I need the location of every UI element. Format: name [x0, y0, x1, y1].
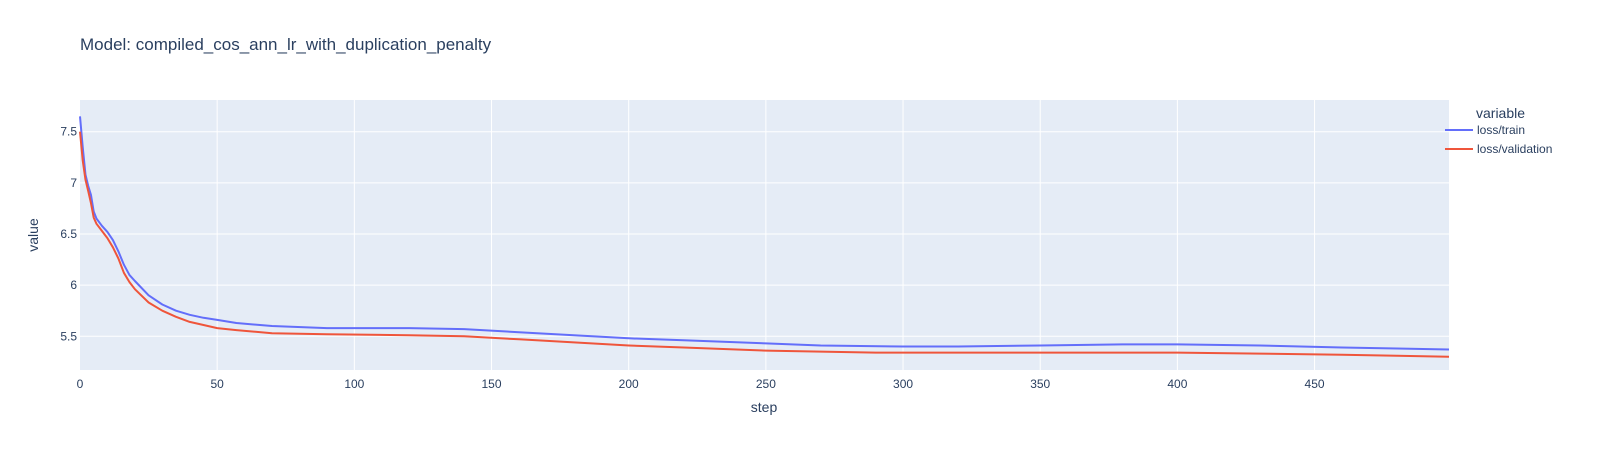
- x-tick-label: 250: [756, 377, 776, 391]
- x-axis-label: step: [751, 399, 778, 415]
- y-tick-label: 7.5: [60, 125, 77, 139]
- legend-title: variable: [1476, 105, 1525, 121]
- y-tick-label: 6: [70, 278, 77, 292]
- legend: variable loss/train loss/validation: [1445, 105, 1552, 156]
- series-line-validation: [79, 131, 1450, 358]
- x-tick-label: 200: [619, 377, 639, 391]
- legend-entry-label[interactable]: loss/train: [1477, 123, 1525, 137]
- x-tick-label: 400: [1167, 377, 1187, 391]
- y-tick-labels: 5.5 6 6.5 7 7.5: [60, 125, 77, 344]
- x-tick-label: 100: [344, 377, 364, 391]
- series-line-train: [79, 116, 1450, 351]
- y-tick-label: 6.5: [60, 227, 77, 241]
- legend-entry-label[interactable]: loss/validation: [1477, 142, 1552, 156]
- x-tick-label: 150: [482, 377, 502, 391]
- x-tick-label: 0: [77, 377, 84, 391]
- x-tick-label: 300: [893, 377, 913, 391]
- chart-title: Model: compiled_cos_ann_lr_with_duplicat…: [80, 35, 492, 54]
- plot-area: [80, 100, 1449, 370]
- x-tick-label: 450: [1305, 377, 1325, 391]
- x-tick-label: 350: [1030, 377, 1050, 391]
- x-tick-label: 50: [210, 377, 224, 391]
- y-tick-label: 5.5: [60, 329, 77, 343]
- x-tick-labels: 0 50 100 150 200 250 300 350 400 450: [77, 377, 1325, 391]
- series-group: [79, 116, 1450, 358]
- y-tick-label: 7: [70, 176, 77, 190]
- y-axis-label: value: [25, 218, 41, 252]
- grid-lines: [80, 100, 1449, 370]
